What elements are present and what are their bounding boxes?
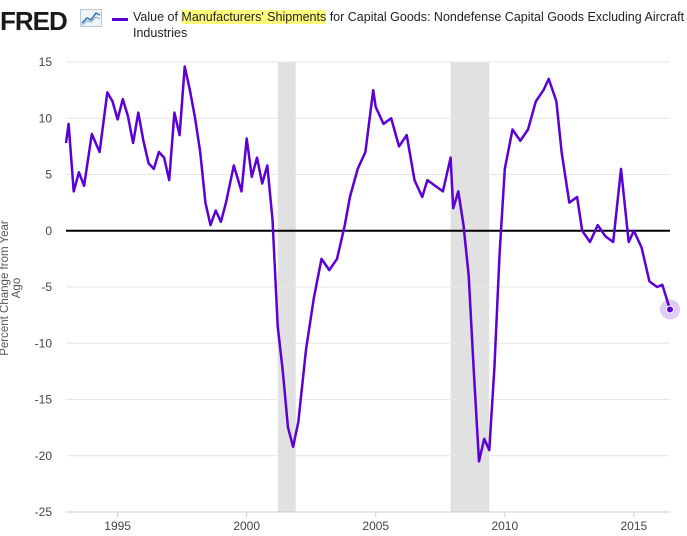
y-tick-label: -20 [35,449,53,463]
fred-chart-logo-icon [80,9,102,27]
last-point-dot [666,305,674,314]
y-tick-labels: 15 10 5 0 -5 -10 -15 -20 -25 [35,55,53,519]
x-tick-label: 2000 [233,519,260,533]
legend-prefix: Value of [133,10,182,24]
fred-logo[interactable]: FRED [0,6,68,36]
x-tick-label: 2005 [362,519,389,533]
y-tick-label: -10 [35,336,53,350]
y-tick-label: -15 [35,393,53,407]
y-tick-label: -5 [41,280,52,294]
y-tick-label: 0 [45,224,52,238]
y-tick-label: -25 [35,505,53,519]
x-tick-label: 1995 [104,519,131,533]
y-tick-label: 5 [45,168,52,182]
series-layer [64,65,672,463]
grid-lines [66,61,670,513]
chart-header: FRED Value of Manufacturers' Shipments f… [0,0,687,48]
legend-suffix: for Capital Goods: Nondefense Capital Go… [133,10,685,40]
legend-series-label[interactable]: Value of Manufacturers' Shipments for Ca… [133,9,687,41]
series-line [64,65,672,463]
x-tick-label: 2015 [621,519,648,533]
legend-series-swatch [112,18,128,21]
legend-highlight: Manufacturers' Shipments [181,10,327,24]
x-tick-labels: 1995 2000 2005 2010 2015 [104,512,648,533]
last-point-marker [660,299,680,320]
x-tick-label: 2010 [491,519,518,533]
y-tick-label: 10 [39,111,53,125]
y-tick-label: 15 [39,55,53,69]
